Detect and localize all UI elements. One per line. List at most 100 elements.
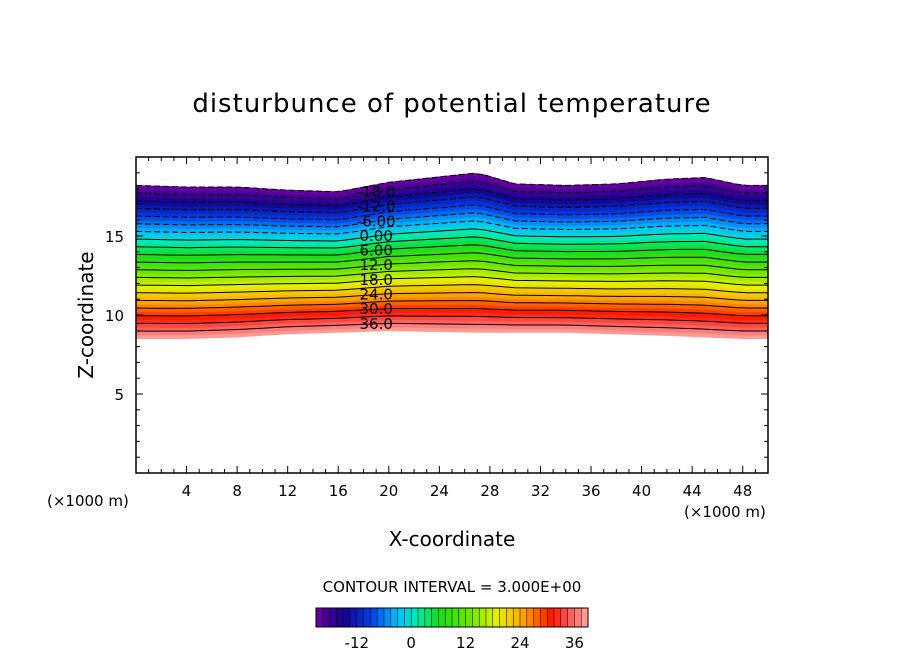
colorbar-tick-label: 0 bbox=[406, 634, 416, 652]
colorbar-segment bbox=[390, 608, 398, 627]
colorbar-segment bbox=[418, 608, 426, 627]
contour-label: 30.0 bbox=[359, 300, 392, 318]
x-tick-label: 44 bbox=[683, 482, 702, 500]
colorbar-segment bbox=[363, 608, 371, 627]
colorbar-segment bbox=[574, 608, 582, 627]
colorbar-segment bbox=[465, 608, 473, 627]
colorbar-segment bbox=[506, 608, 514, 627]
contour-line bbox=[136, 299, 768, 309]
contour-line bbox=[136, 291, 768, 302]
colorbar-segment bbox=[526, 608, 534, 627]
colorbar-segment bbox=[458, 608, 466, 627]
x-tick-label: 36 bbox=[581, 482, 600, 500]
contour-labels: -18.0-12.0-6.000.006.0012.018.024.030.03… bbox=[357, 183, 396, 333]
colorbar-segment bbox=[520, 608, 528, 627]
y-tick-label: 10 bbox=[105, 307, 124, 325]
contour-line bbox=[136, 268, 768, 279]
colorbar-segment bbox=[316, 608, 324, 627]
x-tick-label: 12 bbox=[278, 482, 297, 500]
contour-label: -6.00 bbox=[357, 212, 396, 230]
colorbar-segment bbox=[479, 608, 487, 627]
chart-title: disturbunce of potential temperature bbox=[192, 89, 711, 119]
x-unit-right: (×1000 m) bbox=[684, 503, 766, 521]
colorbar-tick-label: -12 bbox=[345, 634, 370, 652]
colorbar-segment bbox=[486, 608, 494, 627]
y-axis-label: Z-coordinate bbox=[74, 251, 98, 378]
x-tick-label: 24 bbox=[430, 482, 449, 500]
contour-label: 6.00 bbox=[359, 242, 392, 260]
colorbar-segment bbox=[445, 608, 453, 627]
colorbar-segment bbox=[472, 608, 480, 627]
colorbar-segment bbox=[431, 608, 439, 627]
colorbar-segment bbox=[438, 608, 446, 627]
contour-interval-label: CONTOUR INTERVAL = 3.000E+00 bbox=[323, 578, 582, 596]
colorbar-segment bbox=[384, 608, 392, 627]
contour-line bbox=[136, 322, 768, 332]
colorbar-segment bbox=[533, 608, 541, 627]
contour-line bbox=[136, 236, 768, 249]
contour-line bbox=[136, 188, 768, 207]
contour-line bbox=[136, 228, 768, 242]
contour-label: 18.0 bbox=[359, 271, 392, 289]
contour-line bbox=[136, 260, 768, 271]
contour-label: 36.0 bbox=[359, 315, 392, 333]
contour-line bbox=[136, 315, 768, 324]
colorbar-segment bbox=[567, 608, 575, 627]
x-tick-label: 8 bbox=[232, 482, 242, 500]
colorbar-segment bbox=[404, 608, 412, 627]
contour-line bbox=[136, 212, 768, 228]
x-unit-left: (×1000 m) bbox=[47, 492, 129, 510]
colorbar-segment bbox=[329, 608, 337, 627]
contour-line bbox=[136, 252, 768, 264]
x-tick-label: 40 bbox=[632, 482, 651, 500]
colorbar-segment bbox=[540, 608, 548, 627]
colorbar-segment bbox=[397, 608, 405, 627]
colorbar-segment bbox=[560, 608, 568, 627]
contour-line bbox=[136, 244, 768, 256]
colorbar-segment bbox=[547, 608, 555, 627]
colorbar-segment bbox=[350, 608, 358, 627]
x-tick-label: 20 bbox=[379, 482, 398, 500]
x-tick-label: 28 bbox=[480, 482, 499, 500]
colorbar-segment bbox=[513, 608, 521, 627]
contour-line bbox=[136, 276, 768, 287]
y-tick-label: 15 bbox=[105, 228, 124, 246]
x-tick-label: 4 bbox=[182, 482, 192, 500]
colorbar-segment bbox=[377, 608, 385, 627]
colorbar-segment bbox=[356, 608, 364, 627]
temperature-bands bbox=[136, 172, 768, 339]
colorbar-segment bbox=[554, 608, 562, 627]
x-tick-label: 32 bbox=[531, 482, 550, 500]
y-tick-label: 5 bbox=[114, 386, 124, 404]
colorbar-tick-labels: -12 0 12 24 36 bbox=[345, 634, 584, 652]
x-tick-labels: 4 8 12 16 20 24 28 32 36 40 44 48 bbox=[182, 482, 752, 500]
colorbar-segment bbox=[499, 608, 507, 627]
colorbar-segment bbox=[492, 608, 500, 627]
contour-line bbox=[136, 196, 768, 214]
x-axis-label: X-coordinate bbox=[389, 527, 516, 551]
colorbar-tick-label: 24 bbox=[510, 634, 529, 652]
colorbar-tick-label: 36 bbox=[565, 634, 584, 652]
colorbar-segment bbox=[424, 608, 432, 627]
contour-label: -18.0 bbox=[357, 183, 396, 201]
colorbar-segment bbox=[411, 608, 419, 627]
contour-label: 0.00 bbox=[359, 227, 392, 245]
contour-label: -12.0 bbox=[357, 198, 396, 216]
colorbar bbox=[315, 607, 589, 628]
y-tick-labels: 5 10 15 bbox=[105, 228, 124, 404]
contour-line bbox=[136, 180, 768, 200]
x-tick-label: 48 bbox=[733, 482, 752, 500]
contour-line bbox=[136, 307, 768, 317]
colorbar-segment bbox=[581, 608, 589, 627]
contour-line bbox=[136, 220, 768, 235]
colorbar-segment bbox=[336, 608, 344, 627]
contour-label: 12.0 bbox=[359, 256, 392, 274]
colorbar-segment bbox=[370, 608, 378, 627]
colorbar-frame bbox=[315, 607, 589, 628]
contour-line bbox=[136, 204, 768, 221]
contour-lines bbox=[136, 172, 768, 332]
x-tick-label: 16 bbox=[329, 482, 348, 500]
colorbar-segment bbox=[343, 608, 351, 627]
colorbar-segment bbox=[452, 608, 460, 627]
